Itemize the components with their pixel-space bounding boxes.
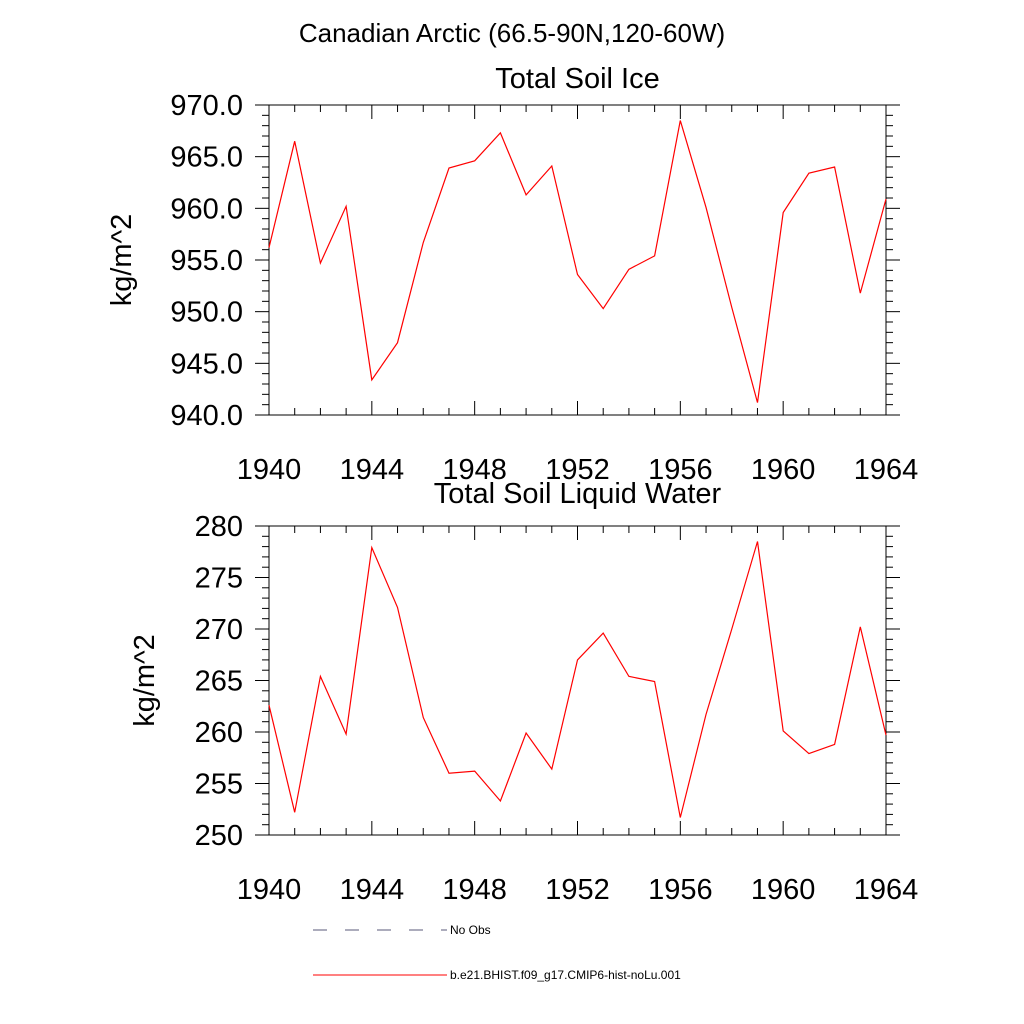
y-tick-label: 265 [195, 666, 243, 698]
y-axis-label: kg/m^2 [129, 634, 161, 727]
x-tick-label: 1944 [340, 874, 405, 906]
y-tick-label: 950.0 [170, 297, 243, 329]
y-tick-label: 280 [195, 511, 243, 543]
legend-label: No Obs [450, 923, 491, 937]
y-tick-label: 275 [195, 563, 243, 595]
x-tick-label: 1952 [545, 454, 610, 486]
x-tick-label: 1964 [854, 454, 919, 486]
series-line [268, 541, 887, 818]
y-axis-label: kg/m^2 [106, 214, 138, 307]
x-tick-label: 1952 [545, 874, 610, 906]
x-tick-label: 1964 [854, 874, 919, 906]
series-line [268, 120, 887, 403]
chart-title: Total Soil Liquid Water [434, 478, 722, 510]
x-tick-label: 1948 [442, 874, 507, 906]
y-tick-label: 965.0 [170, 142, 243, 174]
x-tick-label: 1944 [340, 454, 405, 486]
y-tick-label: 970.0 [170, 90, 243, 122]
x-tick-label: 1940 [237, 874, 302, 906]
x-tick-label: 1948 [442, 454, 507, 486]
legend-label: b.e21.BHIST.f09_g17.CMIP6-hist-noLu.001 [450, 968, 681, 982]
y-tick-label: 255 [195, 769, 243, 801]
x-tick-label: 1956 [648, 454, 713, 486]
y-tick-label: 270 [195, 614, 243, 646]
y-tick-label: 955.0 [170, 245, 243, 277]
figure-title: Canadian Arctic (66.5-90N,120-60W) [299, 18, 725, 48]
chart-panel-soil-liquid-water: Total Soil Liquid Water kg/m^2 1940 1944 194… [129, 478, 918, 906]
legend: No Obs b.e21.BHIST.f09_g17.CMIP6-hist-noL… [313, 923, 681, 982]
chart-title: Total Soil Ice [495, 63, 659, 95]
y-tick-label: 940.0 [170, 400, 243, 432]
chart-panel-soil-ice: Total Soil Ice kg/m^2 1940 1944 1948 1952 1956… [106, 63, 918, 486]
x-tick-label: 1940 [237, 454, 302, 486]
x-tick-label: 1956 [648, 874, 713, 906]
x-tick-label: 1960 [751, 454, 816, 486]
y-tick-label: 960.0 [170, 193, 243, 225]
y-tick-label: 945.0 [170, 348, 243, 380]
x-tick-label: 1960 [751, 874, 816, 906]
y-tick-label: 250 [195, 820, 243, 852]
y-tick-label: 260 [195, 717, 243, 749]
